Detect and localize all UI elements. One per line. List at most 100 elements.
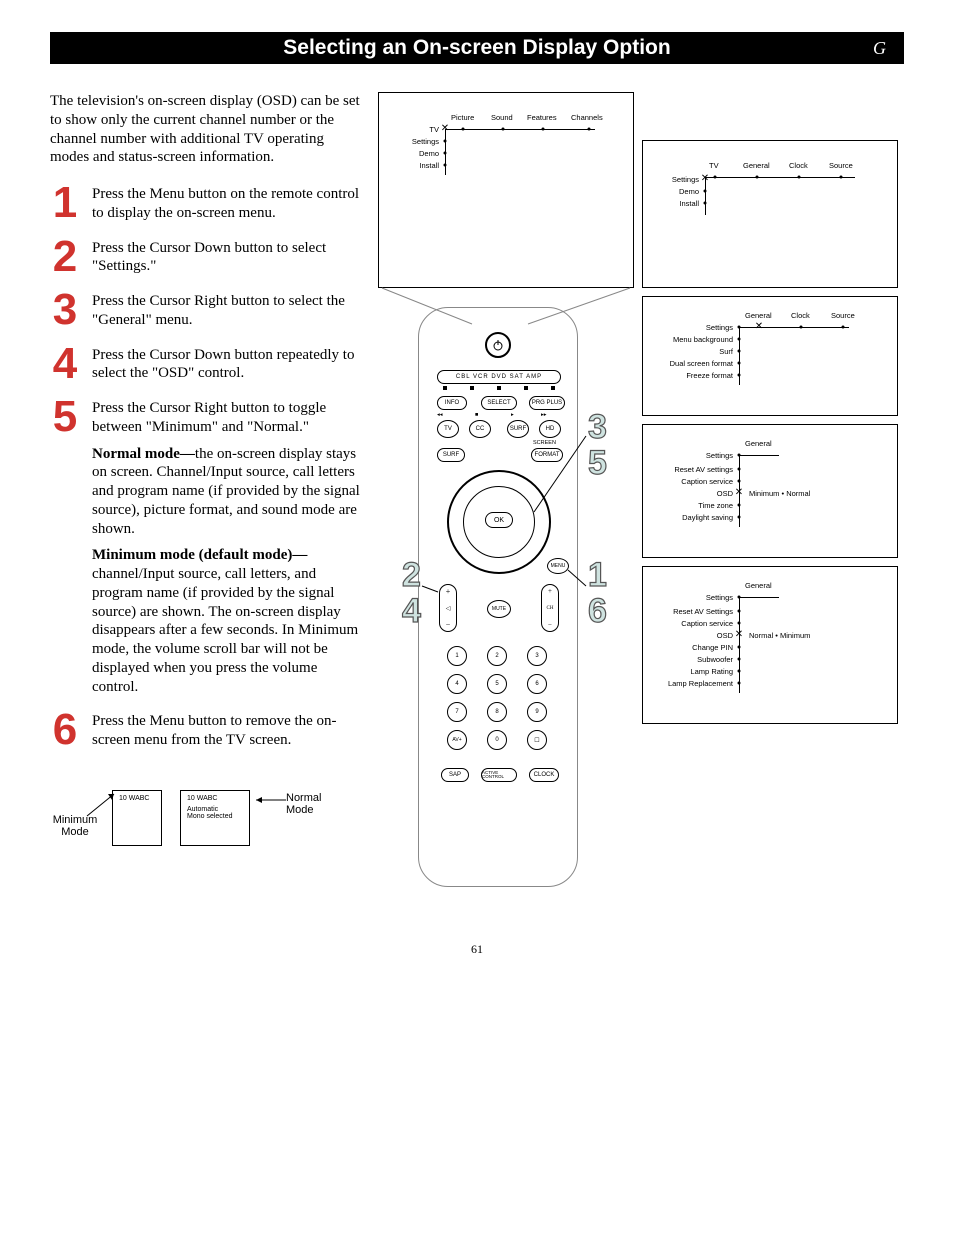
step-num: 4 (50, 344, 80, 392)
volume-rocker: +◁− (439, 584, 457, 632)
step-text: Press the Cursor Right button to toggle … (92, 399, 360, 437)
step-text: Press the Cursor Down button to select "… (92, 239, 360, 277)
title-bar: Selecting an On-screen Display Option G (50, 32, 904, 64)
menu-item: Caption service (653, 477, 733, 486)
step-5: 5 Press the Cursor Right button to toggl… (50, 397, 360, 704)
device-select: CBL VCR DVD SAT AMP (437, 370, 561, 384)
step-num: 6 (50, 710, 80, 758)
menu-item: Source (831, 311, 855, 320)
power-button (485, 332, 511, 358)
menu-item: Demo (661, 187, 699, 196)
page-number: 61 (50, 942, 904, 957)
num-button: 5 (487, 674, 507, 694)
menu-item: Picture (451, 113, 474, 122)
menu-box-3: General Clock Source ✕ Settings Menu bac… (642, 296, 898, 416)
step-num: 5 (50, 397, 80, 704)
arrow-icon (250, 792, 290, 808)
clock-button: CLOCK (529, 768, 559, 782)
menu-item: Settings (653, 323, 733, 332)
osd-text: 10 WABC (187, 795, 243, 802)
tv-button: TV (437, 420, 459, 438)
callout-6: 6 (588, 592, 607, 631)
step-text: Press the Cursor Down button repeatedly … (92, 346, 360, 384)
menu-item: Features (527, 113, 557, 122)
menu-item: Clock (791, 311, 810, 320)
surf2-button: SURF (437, 448, 465, 462)
num-button: 1 (447, 646, 467, 666)
step-text: Press the Cursor Right button to select … (92, 292, 360, 330)
step-3: 3 Press the Cursor Right button to selec… (50, 290, 360, 338)
menu-item: Daylight saving (653, 513, 733, 522)
menu-item: General (745, 439, 772, 448)
menu-item: Channels (571, 113, 603, 122)
hd-button: HD (539, 420, 561, 438)
menu-item: Caption service (647, 619, 733, 628)
menu-item: Clock (789, 161, 808, 170)
num-button: 8 (487, 702, 507, 722)
sap-button: SAP (441, 768, 469, 782)
selection-icon: ✕ (701, 173, 709, 184)
menu-item: Dual screen format (653, 359, 733, 368)
prgplus-button: PRG PLUS (529, 396, 565, 410)
minimum-mode-label: Minimum mode (default mode)— (92, 547, 307, 563)
callout-4: 4 (402, 592, 421, 631)
menu-button: MENU (547, 558, 569, 574)
ch-label: CH (547, 606, 554, 611)
menu-item: Source (829, 161, 853, 170)
minimum-mode-desc: Minimum mode (default mode)— channel/Inpu… (92, 546, 360, 696)
step-6: 6 Press the Menu button to remove the on… (50, 710, 360, 758)
intro-text: The television's on-screen display (OSD)… (50, 92, 360, 167)
menu-box-2: TV General Clock Source Settings ✕ Demo … (642, 140, 898, 288)
menu-item: Reset AV settings (653, 465, 733, 474)
page-title: Selecting an On-screen Display Option (283, 36, 670, 60)
label: SCREEN (533, 440, 556, 446)
step-4: 4 Press the Cursor Down button repeatedl… (50, 344, 360, 392)
menu-item: Settings (653, 451, 733, 460)
menu-item: OSD (653, 489, 733, 498)
menu-item: Surf (653, 347, 733, 356)
menu-item: Lamp Replacement (647, 679, 733, 688)
osd-text: Automatic (187, 806, 243, 813)
normal-osd-box: 10 WABC Automatic Mono selected (180, 790, 250, 846)
num-button: 0 (487, 730, 507, 750)
arrow-icon (82, 782, 122, 822)
menu-item: Demo (401, 149, 439, 158)
normal-mode-desc: Normal mode—the on-screen display stays … (92, 445, 360, 539)
menu-value: Normal • Minimum (749, 631, 810, 640)
menu-item: TV (709, 161, 719, 170)
menu-item: General (745, 581, 772, 590)
step-num: 2 (50, 237, 80, 285)
cc-button: CC (469, 420, 491, 438)
step-text: Press the Menu button on the remote cont… (92, 185, 360, 223)
num-button: 9 (527, 702, 547, 722)
normal-mode-label: Normal mode— (92, 446, 195, 462)
menu-item: Install (401, 161, 439, 170)
right-column: Picture Sound Features Channels TV ✕ Set… (378, 92, 904, 902)
num-button: 6 (527, 674, 547, 694)
menu-item: General (743, 161, 770, 170)
menu-item: Sound (491, 113, 513, 122)
callout-5: 5 (588, 444, 607, 483)
menu-item: Settings (661, 175, 699, 184)
menu-item: Reset AV Settings (647, 607, 733, 616)
menu-box-4: General Settings Reset AV settings Capti… (642, 424, 898, 558)
blank-button: ☐ (527, 730, 547, 750)
minimum-mode-text: channel/Input source, call letters, and … (92, 566, 358, 695)
menu-item: Freeze format (653, 371, 733, 380)
info-button: INFO (437, 396, 467, 410)
menu-item: General (745, 311, 772, 320)
step-text: Press the Menu button to remove the on-s… (92, 712, 360, 750)
selection-icon: ✕ (735, 487, 743, 498)
left-column: The television's on-screen display (OSD)… (50, 92, 360, 902)
ok-button: OK (485, 512, 513, 528)
step-2: 2 Press the Cursor Down button to select… (50, 237, 360, 285)
osd-text: 10 WABC (119, 795, 149, 802)
menu-box-5: General Settings Reset AV Settings Capti… (642, 566, 898, 724)
num-button: 3 (527, 646, 547, 666)
menu-value: Minimum • Normal (749, 489, 810, 498)
avplus-button: AV+ (447, 730, 467, 750)
menu-item: Settings (401, 137, 439, 146)
power-icon (492, 339, 504, 351)
num-button: 2 (487, 646, 507, 666)
page-letter: G (873, 38, 886, 59)
